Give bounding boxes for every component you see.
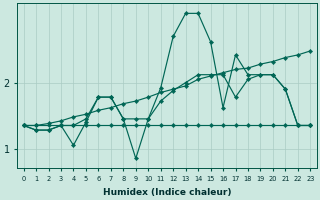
X-axis label: Humidex (Indice chaleur): Humidex (Indice chaleur) <box>103 188 231 197</box>
